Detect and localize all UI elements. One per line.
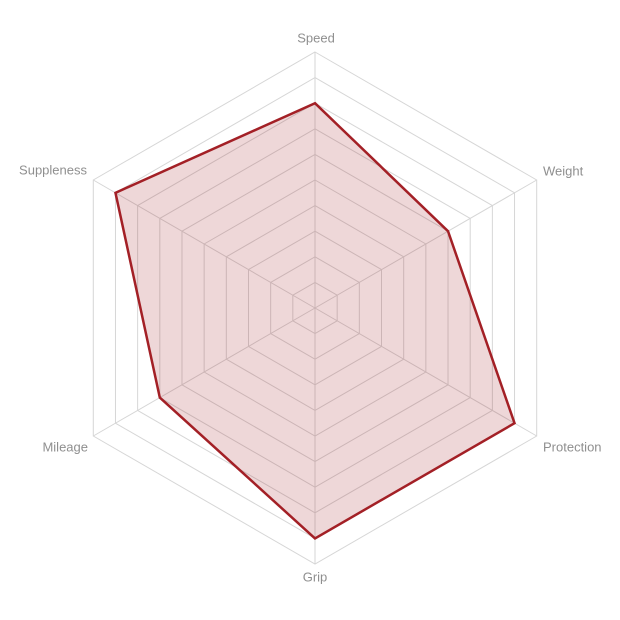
axis-label-protection: Protection xyxy=(543,439,602,455)
axis-label-weight: Weight xyxy=(543,163,584,179)
axis-spoke xyxy=(93,179,316,309)
data-polygon xyxy=(114,101,517,540)
axis-label-suppleness: Suppleness xyxy=(19,162,87,178)
axis-label-mileage: Mileage xyxy=(42,439,88,455)
axis-spoke xyxy=(93,307,316,437)
axis-spoke xyxy=(314,179,537,309)
axis-label-grip: Grip xyxy=(302,569,328,585)
axis-label-speed: Speed xyxy=(297,30,335,46)
axis-spoke xyxy=(314,307,537,437)
